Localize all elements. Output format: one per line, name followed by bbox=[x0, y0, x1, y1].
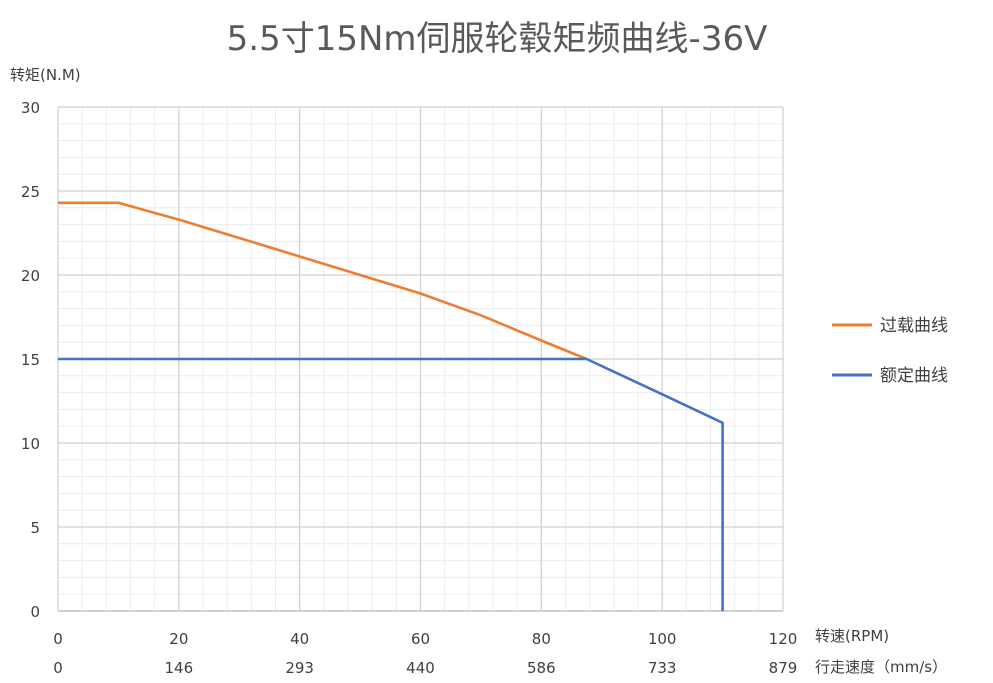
y-tick-label: 15 bbox=[21, 351, 40, 369]
x-tick-label: 80 bbox=[532, 630, 551, 648]
x-secondary-tick-label: 440 bbox=[406, 659, 435, 677]
legend-label-1: 过载曲线 bbox=[880, 316, 948, 336]
chart-title: 5.5寸15Nm伺服轮毂矩频曲线-36V bbox=[227, 19, 768, 59]
x-axis-secondary-title: 行走速度（mm/s） bbox=[815, 658, 947, 676]
x-secondary-tick-label: 0 bbox=[53, 659, 63, 677]
x-tick-label: 60 bbox=[411, 630, 430, 648]
legend-label-2: 额定曲线 bbox=[880, 366, 948, 386]
y-tick-label: 25 bbox=[21, 183, 40, 201]
x-tick-label: 100 bbox=[648, 630, 677, 648]
x-secondary-tick-label: 733 bbox=[648, 659, 677, 677]
x-secondary-tick-label: 586 bbox=[527, 659, 556, 677]
y-axis-tick-labels: 0 5 10 15 20 25 30 bbox=[21, 99, 40, 621]
x-tick-label: 40 bbox=[290, 630, 309, 648]
x-axis-tick-labels: 0 20 40 60 80 100 120 bbox=[53, 630, 797, 648]
y-tick-label: 0 bbox=[30, 603, 40, 621]
x-secondary-tick-label: 146 bbox=[165, 659, 194, 677]
y-tick-label: 10 bbox=[21, 435, 40, 453]
series-lines bbox=[58, 201, 724, 611]
y-tick-label: 5 bbox=[30, 519, 40, 537]
x-axis-secondary-tick-labels: 0 146 293 440 586 733 879 bbox=[53, 659, 797, 677]
y-tick-label: 20 bbox=[21, 267, 40, 285]
y-axis-title: 转矩(N.M) bbox=[10, 66, 81, 84]
x-tick-label: 20 bbox=[169, 630, 188, 648]
x-secondary-tick-label: 879 bbox=[769, 659, 798, 677]
series-line-2 bbox=[58, 357, 724, 611]
x-axis-title: 转速(RPM) bbox=[815, 627, 889, 645]
x-tick-label: 0 bbox=[53, 630, 63, 648]
x-tick-label: 120 bbox=[769, 630, 798, 648]
y-tick-label: 30 bbox=[21, 99, 40, 117]
series-line-1 bbox=[58, 201, 588, 361]
x-secondary-tick-label: 293 bbox=[285, 659, 314, 677]
